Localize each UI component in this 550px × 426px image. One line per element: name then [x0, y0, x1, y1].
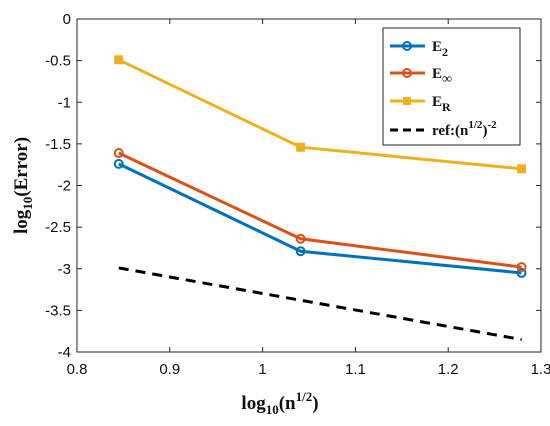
series-line-3 — [118, 266, 522, 341]
y-tick-label: -3.5 — [45, 302, 71, 319]
x-tick-label: 1.1 — [345, 361, 366, 378]
series-line-1 — [118, 151, 522, 269]
legend-marker — [402, 68, 412, 78]
data-point — [295, 246, 306, 257]
data-point — [114, 55, 124, 65]
data-point — [296, 142, 306, 152]
legend-marker — [403, 97, 411, 105]
data-series — [113, 55, 527, 341]
data-point — [516, 267, 527, 278]
data-point — [113, 158, 124, 169]
axis-ticks: 0.8 0.9 1 1.1 1.2 1.3 0 -0.5 -1 -1.5 -2 -2.5 -3 -3.5 -… — [45, 11, 550, 378]
legend-label-1: E∞ — [432, 66, 452, 87]
y-tick-label: -1.5 — [45, 136, 71, 153]
x-tick-label: 1.2 — [438, 361, 459, 378]
data-point — [516, 262, 527, 273]
y-tick-label: -4 — [58, 344, 71, 361]
y-tick-label: 0 — [63, 11, 71, 28]
x-tick-label: 0.9 — [159, 361, 180, 378]
y-tick-label: -0.5 — [45, 53, 71, 70]
x-tick-label: 1.3 — [531, 361, 550, 378]
data-point — [295, 233, 306, 244]
data-point — [517, 164, 527, 174]
y-tick-label: -2.5 — [45, 219, 71, 236]
series-line-0 — [118, 162, 522, 275]
data-point — [113, 148, 124, 159]
y-tick-label: -2 — [58, 178, 71, 195]
x-tick-label: 1 — [258, 361, 266, 378]
y-axis-label: log10(Error) — [11, 137, 35, 234]
y-tick-label: -3 — [58, 261, 71, 278]
x-axis-label: log10(n1/2) — [241, 389, 318, 417]
axis-labels: log10(n1/2) log10(Error) — [11, 137, 319, 417]
y-tick-label: -1 — [58, 94, 71, 111]
x-tick-label: 0.8 — [67, 361, 88, 378]
legend-marker — [402, 41, 412, 51]
